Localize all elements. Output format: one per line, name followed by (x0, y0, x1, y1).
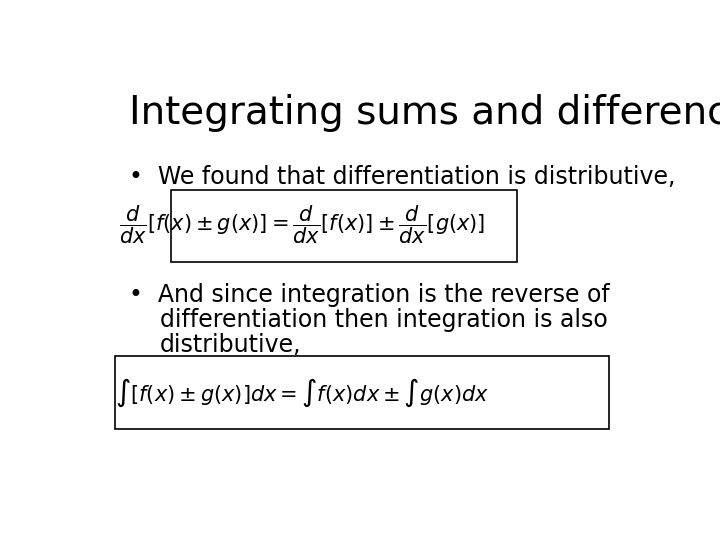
Text: differentiation then integration is also: differentiation then integration is also (160, 308, 608, 332)
FancyBboxPatch shape (115, 356, 609, 429)
Text: $\dfrac{d}{dx}[f(x)\pm g(x)]=\dfrac{d}{dx}[f(x)]\pm\dfrac{d}{dx}[g(x)]$: $\dfrac{d}{dx}[f(x)\pm g(x)]=\dfrac{d}{d… (119, 204, 485, 246)
Text: •  We found that differentiation is distributive,: • We found that differentiation is distr… (129, 165, 675, 188)
Text: Integrating sums and differences: Integrating sums and differences (129, 94, 720, 132)
FancyBboxPatch shape (171, 190, 517, 262)
Text: distributive,: distributive, (160, 333, 301, 357)
Text: $\int[f(x)\pm g(x)]dx = \int f(x)dx \pm \int g(x)dx$: $\int[f(x)\pm g(x)]dx = \int f(x)dx \pm … (115, 377, 489, 409)
Text: •  And since integration is the reverse of: • And since integration is the reverse o… (129, 283, 610, 307)
